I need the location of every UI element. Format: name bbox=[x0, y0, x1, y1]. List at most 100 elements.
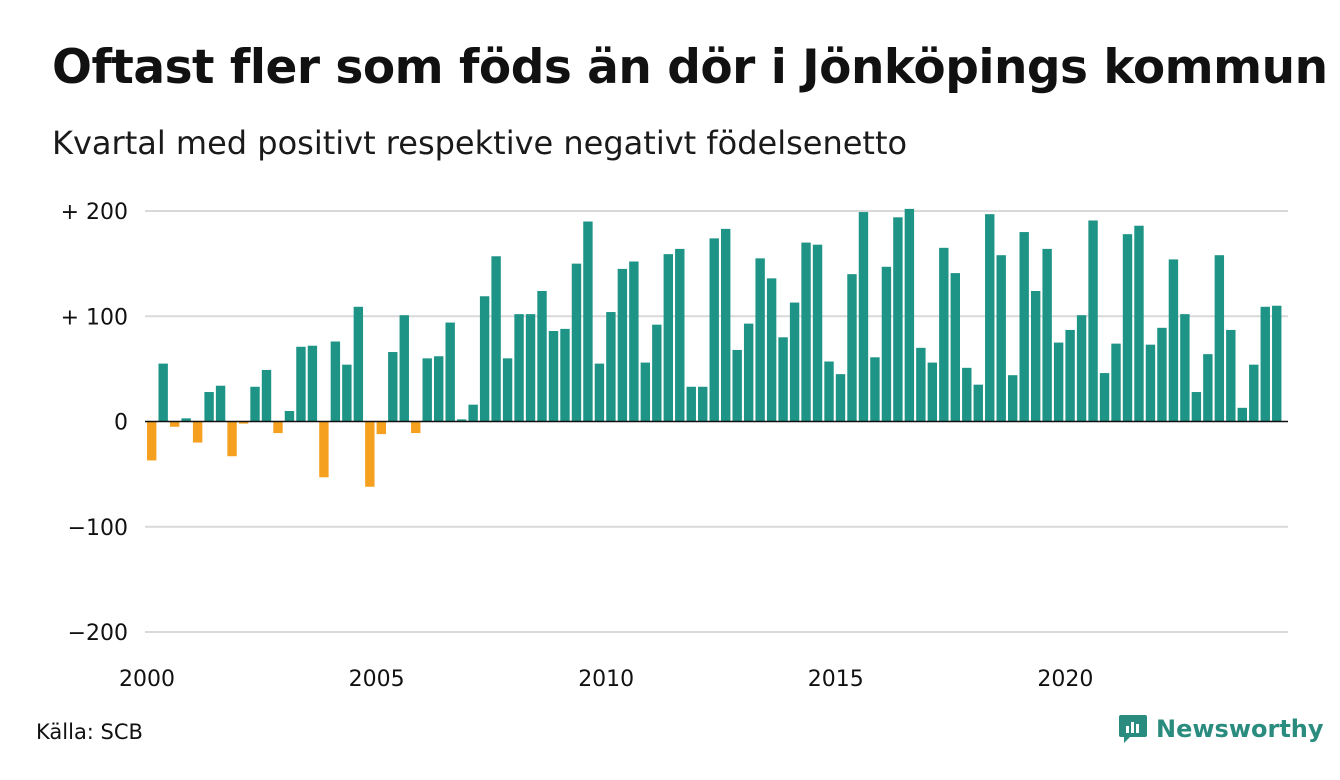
bar bbox=[1180, 314, 1190, 422]
bar bbox=[801, 242, 811, 422]
bar bbox=[950, 273, 960, 422]
bar bbox=[881, 266, 892, 422]
bar bbox=[445, 322, 455, 422]
bar bbox=[1203, 354, 1213, 422]
bar bbox=[1134, 225, 1144, 422]
bar bbox=[1053, 342, 1064, 422]
y-tick-label: −100 bbox=[68, 516, 128, 541]
brand-name: Newsworthy bbox=[1156, 715, 1324, 743]
bar bbox=[468, 404, 478, 422]
bar bbox=[215, 385, 226, 422]
bar bbox=[835, 374, 846, 422]
x-tick-label: 2015 bbox=[808, 667, 864, 692]
bar bbox=[491, 256, 501, 422]
bar bbox=[1260, 306, 1270, 422]
bar bbox=[1226, 329, 1236, 422]
bar bbox=[1249, 364, 1259, 422]
bar bbox=[1099, 373, 1110, 422]
bar bbox=[1088, 220, 1098, 422]
bar bbox=[904, 208, 915, 422]
bars bbox=[147, 208, 1282, 487]
bar bbox=[755, 258, 765, 422]
bar bbox=[916, 347, 926, 422]
bar bbox=[1157, 327, 1167, 422]
bar bbox=[939, 247, 949, 422]
bar bbox=[709, 238, 719, 422]
newsworthy-logo-icon bbox=[1119, 715, 1147, 743]
bar bbox=[743, 323, 754, 422]
bar bbox=[169, 421, 180, 427]
bar bbox=[307, 345, 318, 422]
bar bbox=[640, 362, 651, 422]
bar bbox=[1111, 343, 1121, 422]
bar bbox=[1076, 315, 1087, 422]
bar bbox=[399, 315, 409, 422]
bar bbox=[319, 421, 329, 478]
bar bbox=[996, 255, 1006, 422]
bar bbox=[502, 358, 513, 422]
bar bbox=[927, 362, 938, 422]
bar bbox=[629, 261, 639, 422]
bar bbox=[376, 421, 386, 435]
bar bbox=[675, 248, 685, 422]
bar bbox=[434, 356, 444, 422]
bar bbox=[456, 419, 467, 422]
bar bbox=[330, 341, 341, 422]
bar bbox=[732, 349, 742, 422]
brand-logo: Newsworthy bbox=[1118, 713, 1324, 745]
bar bbox=[1065, 329, 1075, 422]
bar bbox=[411, 421, 421, 434]
bar bbox=[227, 421, 237, 457]
bar bbox=[893, 217, 903, 422]
bar bbox=[1272, 305, 1282, 422]
x-tick-label: 2000 bbox=[119, 667, 175, 692]
chart-title: Oftast fler som föds än dör i Jönköpings… bbox=[52, 40, 1328, 95]
bar bbox=[1030, 290, 1041, 422]
bar bbox=[1042, 248, 1052, 422]
bar bbox=[250, 386, 260, 422]
bar bbox=[1214, 255, 1225, 422]
bar bbox=[847, 274, 857, 422]
bar bbox=[365, 421, 375, 487]
y-tick-label: + 100 bbox=[61, 305, 128, 330]
bar bbox=[147, 421, 157, 461]
bar bbox=[962, 367, 972, 422]
bar bbox=[698, 386, 708, 422]
y-axis-ticks: + 200 + 100 0 −100 −200 bbox=[61, 200, 128, 646]
bar bbox=[238, 421, 249, 424]
bar bbox=[571, 263, 582, 422]
bar bbox=[686, 386, 696, 422]
bar bbox=[479, 296, 490, 422]
bar bbox=[181, 418, 191, 422]
bar bbox=[812, 244, 823, 422]
bar bbox=[422, 358, 432, 422]
bar bbox=[1008, 375, 1018, 422]
chart-subtitle: Kvartal med positivt respektive negativt… bbox=[52, 124, 908, 162]
bar bbox=[778, 337, 788, 422]
y-tick-label: + 200 bbox=[61, 200, 128, 225]
bar bbox=[663, 254, 673, 422]
bar bbox=[594, 363, 605, 422]
bar bbox=[537, 290, 547, 422]
bar bbox=[192, 421, 203, 443]
bar bbox=[1145, 344, 1156, 422]
bar bbox=[789, 302, 800, 422]
bar bbox=[1019, 232, 1029, 422]
bar bbox=[870, 357, 880, 422]
bar bbox=[514, 314, 524, 422]
bar bbox=[721, 228, 731, 422]
y-tick-label: −200 bbox=[68, 621, 128, 646]
x-axis-ticks: 2000 2005 2010 2015 2020 bbox=[119, 667, 1093, 692]
x-tick-label: 2010 bbox=[578, 667, 634, 692]
bar bbox=[858, 212, 869, 422]
x-tick-label: 2020 bbox=[1037, 667, 1093, 692]
source-note: Källa: SCB bbox=[36, 720, 143, 744]
bar bbox=[342, 364, 352, 422]
bar bbox=[1122, 234, 1133, 422]
bar bbox=[204, 392, 214, 422]
bar bbox=[560, 328, 570, 422]
bar bbox=[548, 330, 559, 422]
bar bbox=[1237, 407, 1247, 422]
bar bbox=[617, 268, 628, 422]
